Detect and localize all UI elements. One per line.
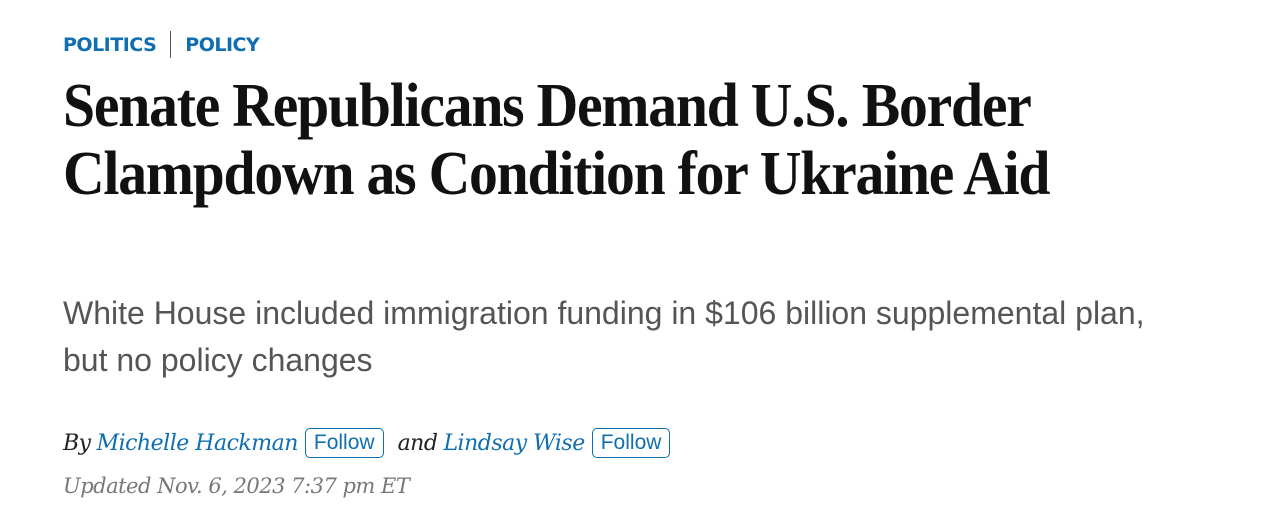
- author-link-lindsay-wise[interactable]: Lindsay Wise: [443, 430, 585, 456]
- breadcrumb: POLITICS POLICY: [63, 31, 260, 58]
- category-link-policy[interactable]: POLICY: [185, 33, 260, 56]
- follow-button-michelle-hackman[interactable]: Follow: [304, 428, 384, 458]
- headline: Senate Republicans Demand U.S. Border Cl…: [63, 72, 1050, 208]
- category-link-politics[interactable]: POLITICS: [63, 33, 157, 56]
- byline-prefix: By: [63, 430, 91, 456]
- subheadline: White House included immigration funding…: [63, 295, 1145, 378]
- breadcrumb-divider: [170, 31, 172, 58]
- byline-conjunction: and: [397, 430, 438, 456]
- follow-button-lindsay-wise[interactable]: Follow: [591, 428, 671, 458]
- updated-timestamp: Updated Nov. 6, 2023 7:37 pm ET: [63, 474, 410, 498]
- author-link-michelle-hackman[interactable]: Michelle Hackman: [96, 430, 299, 456]
- byline: By Michelle Hackman Follow and Lindsay W…: [63, 428, 671, 458]
